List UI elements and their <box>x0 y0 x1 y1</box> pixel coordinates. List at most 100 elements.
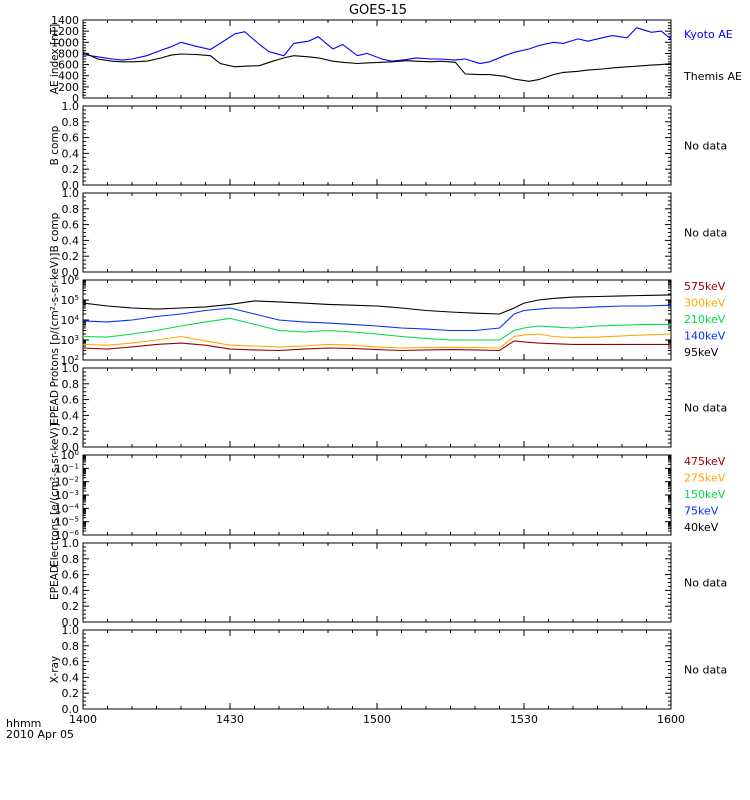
y-tick-label: 105 <box>61 294 79 307</box>
y-tick-label: 0.2 <box>62 250 80 263</box>
y-tick-label: 0.4 <box>62 234 80 247</box>
series-line-95kev <box>82 294 672 315</box>
y-tick-label: 0.6 <box>62 394 80 407</box>
y-tick-label: 0.8 <box>62 553 80 566</box>
y-tick-label: 0.8 <box>62 116 80 129</box>
y-tick-label: 1.0 <box>62 624 80 637</box>
y-tick-label: 10−3 <box>55 489 79 502</box>
no-data-label: No data <box>684 227 727 240</box>
y-tick-label: 10−2 <box>55 476 79 489</box>
time-tick-label: 1400 <box>69 713 97 726</box>
series-line-140kev <box>82 304 672 332</box>
series-line-575kev <box>82 340 671 352</box>
series-line-300kev <box>82 333 672 349</box>
panel-frame <box>82 629 672 710</box>
time-tick-label: 1430 <box>216 713 244 726</box>
legend-entry: 75keV <box>684 505 719 518</box>
y-axis-label: AE index [nT] <box>49 24 61 94</box>
panel-frame <box>82 279 672 361</box>
y-tick-label: 200 <box>58 81 79 94</box>
y-axis-label: Electrons [e/(cm²-s-sr-keV)] <box>49 423 61 567</box>
y-tick-label: 0.8 <box>62 378 80 391</box>
y-tick-label: 600 <box>58 59 79 72</box>
y-tick-label: 0.6 <box>62 569 80 582</box>
legend-entry: Kyoto AE <box>684 28 733 41</box>
panel-7: 0.0 0.2 0.4 0.6 0.8 1.0 EPEAD No data <box>49 537 727 629</box>
panel-3: 0.0 0.2 0.4 0.6 0.8 1.0B comp No data <box>49 187 727 279</box>
y-tick-label: 0.4 <box>62 147 80 160</box>
no-data-label: No data <box>684 140 727 153</box>
y-tick-label: 0.2 <box>62 600 80 613</box>
no-data-label: No data <box>684 577 727 590</box>
y-tick-label: 1400 <box>51 14 79 27</box>
y-tick-label: 0.6 <box>62 656 80 669</box>
legend-entry: Themis AE <box>683 70 742 83</box>
y-tick-label: 100 <box>61 449 79 462</box>
panel-8: 0.0 0.2 0.4 0.6 0.8 1.0 X-ray No data 1400 1430 15… <box>49 624 727 726</box>
y-tick-label: 0.6 <box>62 219 80 232</box>
y-tick-label: 10−6 <box>55 529 80 542</box>
y-tick-label: 10−5 <box>55 516 79 529</box>
legend-entry: 210keV <box>684 313 726 326</box>
panel-2: 0.0 0.2 0.4 0.6 0.8 1.0B comp No data <box>49 100 727 192</box>
y-tick-label: 0.4 <box>62 584 80 597</box>
y-tick-label: 1.0 <box>62 537 80 550</box>
y-tick-label: 0.2 <box>62 425 80 438</box>
time-tick-label: 1600 <box>657 713 685 726</box>
y-tick-label: 0.0 <box>62 179 80 192</box>
y-tick-label: 800 <box>58 47 79 60</box>
y-tick-label: 1200 <box>51 25 79 38</box>
y-tick-label: 102 <box>61 354 79 367</box>
no-data-label: No data <box>684 664 727 677</box>
y-tick-label: 1.0 <box>62 187 80 200</box>
series-line-210kev <box>82 317 671 341</box>
series-line-themis-ae <box>82 51 672 82</box>
y-tick-label: 103 <box>61 334 79 347</box>
legend-entry: 150keV <box>684 488 726 501</box>
panel-frame <box>82 19 672 99</box>
y-tick-label: 106 <box>61 274 80 287</box>
legend-entry: 300keV <box>684 297 726 310</box>
y-tick-label: 1.0 <box>62 362 80 375</box>
y-axis-label: Protons [p/(cm²-s-sr-keV)] <box>49 253 61 388</box>
y-tick-label: 10−1 <box>55 462 79 475</box>
y-tick-label: 0.0 <box>62 441 80 454</box>
y-tick-label: 0.6 <box>62 132 80 145</box>
panel-frame <box>82 542 672 623</box>
y-tick-label: 0.2 <box>62 163 80 176</box>
legend-entry: 40keV <box>684 521 719 534</box>
y-tick-label: 1.0 <box>62 100 80 113</box>
y-tick-label: 0.4 <box>62 409 80 422</box>
y-axis-label: X-ray <box>49 656 61 683</box>
legend-entry: 475keV <box>684 455 726 468</box>
y-axis-label: EPEAD <box>49 565 61 600</box>
y-tick-label: 0.8 <box>62 203 80 216</box>
plot-title: GOES-15 <box>349 3 407 18</box>
no-data-label: No data <box>684 402 727 415</box>
panel-frame <box>82 192 672 273</box>
series-line-kyoto-ae <box>82 27 672 65</box>
y-tick-label: 0.0 <box>62 266 80 279</box>
time-tick-label: 1500 <box>363 713 391 726</box>
date-label: 2010 Apr 05 <box>6 728 74 741</box>
panel-frame <box>82 367 672 448</box>
panel-5: 0.0 0.2 0.4 0.6 0.8 1.0 EPEAD No data <box>49 362 727 454</box>
legend-entry: 95keV <box>684 346 719 359</box>
y-tick-label: 0.8 <box>62 640 80 653</box>
y-tick-label: 0.0 <box>62 703 80 716</box>
y-axis-label: B comp <box>49 212 61 252</box>
y-axis-label: B comp <box>49 125 61 165</box>
panel-frame <box>82 105 672 186</box>
y-tick-label: 0.2 <box>62 687 80 700</box>
y-tick-label: 1000 <box>51 36 79 49</box>
time-axis-label: hhmm <box>6 717 41 730</box>
panel-frame <box>82 454 672 536</box>
y-tick-label: 0.0 <box>62 616 80 629</box>
y-axis-label: EPEAD <box>49 390 61 425</box>
y-tick-label: 400 <box>58 70 79 83</box>
time-tick-label: 1530 <box>510 713 538 726</box>
